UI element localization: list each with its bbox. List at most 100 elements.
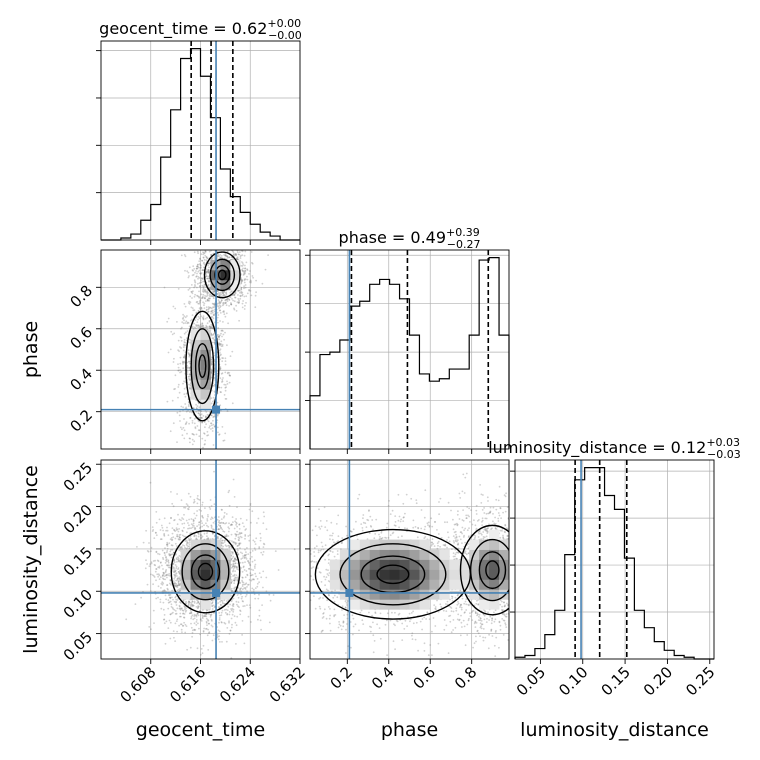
scatter-point — [195, 407, 198, 409]
scatter-point — [213, 470, 215, 473]
scatter-point — [166, 400, 169, 403]
scatter-point — [140, 596, 143, 599]
scatter-point — [225, 292, 228, 295]
scatter-point — [189, 495, 192, 498]
scatter-point — [238, 523, 241, 526]
scatter-point — [164, 554, 167, 556]
scatter-point — [208, 417, 211, 419]
scatter-point — [196, 272, 198, 275]
scatter-point — [239, 291, 241, 294]
scatter-point — [232, 478, 235, 481]
scatter-point — [255, 279, 257, 282]
scatter-point — [207, 285, 210, 287]
scatter-point — [246, 278, 249, 281]
scatter-point — [217, 253, 220, 256]
scatter-point — [195, 614, 198, 617]
scatter-point — [220, 521, 223, 524]
scatter-point — [200, 536, 203, 539]
scatter-point — [205, 271, 208, 274]
scatter-point — [164, 594, 167, 597]
scatter-point — [173, 582, 176, 585]
scatter-point — [175, 573, 177, 575]
scatter-point — [268, 593, 271, 596]
scatter-point — [183, 319, 185, 322]
scatter-point — [218, 606, 220, 608]
scatter-point — [231, 524, 234, 526]
scatter-point — [230, 523, 233, 526]
density-cell — [200, 329, 211, 340]
scatter-point — [240, 558, 243, 560]
scatter-point — [188, 354, 191, 356]
scatter-point — [233, 293, 235, 295]
scatter-point — [242, 270, 244, 272]
scatter-point — [198, 300, 201, 302]
scatter-point — [191, 604, 194, 607]
scatter-point — [183, 380, 185, 383]
scatter-point — [146, 563, 149, 565]
scatter-point — [235, 533, 238, 536]
scatter-point — [171, 544, 174, 547]
scatter-point — [213, 415, 216, 417]
scatter-point — [225, 533, 228, 536]
scatter-point — [242, 300, 245, 302]
scatter-point — [203, 524, 205, 527]
scatter-point — [199, 414, 202, 416]
scatter-point — [206, 299, 209, 302]
scatter-point — [168, 594, 171, 596]
scatter-point — [205, 256, 208, 258]
scatter-point — [218, 302, 221, 304]
scatter-point — [150, 546, 153, 549]
scatter-point — [190, 626, 193, 629]
scatter-point — [174, 307, 177, 310]
scatter-point — [186, 373, 189, 376]
scatter-point — [183, 332, 186, 335]
scatter-point — [229, 292, 232, 294]
scatter-point — [203, 289, 206, 292]
scatter-point — [173, 388, 176, 391]
scatter-point — [178, 534, 181, 536]
scatter-point — [240, 282, 243, 285]
scatter-point — [185, 320, 188, 323]
scatter-point — [179, 607, 182, 610]
scatter-point — [244, 576, 247, 579]
scatter-point — [211, 341, 214, 344]
scatter-point — [209, 425, 211, 427]
scatter-point — [211, 356, 213, 359]
scatter-point — [196, 267, 199, 270]
scatter-point — [249, 534, 251, 536]
scatter-point — [234, 520, 237, 523]
scatter-point — [189, 535, 192, 538]
scatter-point — [213, 339, 216, 342]
scatter-point — [188, 266, 191, 269]
scatter-point — [175, 565, 178, 568]
scatter-point — [203, 285, 205, 288]
scatter-point — [265, 590, 268, 593]
scatter-point — [205, 423, 208, 426]
scatter-point — [209, 615, 212, 618]
scatter-point — [187, 289, 190, 291]
scatter-point — [167, 627, 170, 629]
scatter-point — [188, 355, 191, 358]
scatter-point — [195, 327, 197, 330]
scatter-point — [251, 275, 254, 277]
scatter-point — [225, 304, 228, 307]
scatter-point — [236, 545, 239, 547]
scatter-point — [230, 302, 232, 304]
scatter-point — [176, 630, 179, 633]
scatter-point — [190, 622, 192, 625]
scatter-point — [252, 569, 255, 571]
scatter-point — [174, 584, 177, 587]
scatter-point — [219, 302, 222, 305]
scatter-point — [219, 312, 222, 314]
scatter-point — [247, 535, 250, 537]
scatter-point — [211, 311, 214, 314]
scatter-point — [165, 574, 168, 577]
scatter-point — [163, 575, 166, 577]
scatter-point — [177, 339, 180, 342]
scatter-point — [177, 568, 179, 570]
joint-panel-luminosity_distance_vs_geocent_time — [96, 460, 301, 664]
scatter-point — [218, 618, 221, 621]
scatter-point — [254, 572, 257, 575]
scatter-point — [220, 391, 222, 394]
scatter-point — [167, 607, 170, 610]
